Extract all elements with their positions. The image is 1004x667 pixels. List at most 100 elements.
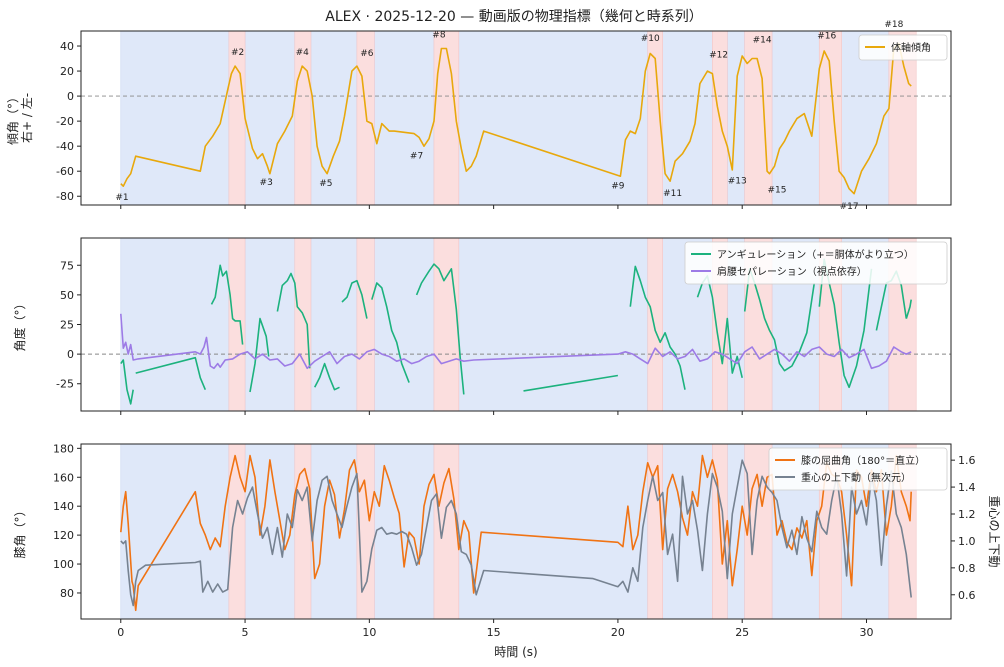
phase-region-red bbox=[647, 31, 663, 205]
chart-panels: #1 #2 #3 #4 #5 #6 #7 #8 #9 #10 #11 #12 #13 #14 #15 #16 #… bbox=[6, 20, 1001, 639]
series-line-2-1 bbox=[210, 264, 244, 345]
plot-frame bbox=[80, 30, 952, 206]
peak-annotation: #15 bbox=[768, 185, 787, 195]
phase-region-red bbox=[228, 238, 246, 411]
phase-region-red bbox=[744, 444, 773, 619]
x-tick-label: 10 bbox=[362, 626, 376, 639]
phase-region-blue bbox=[244, 238, 296, 411]
x-tick-label: 5 bbox=[242, 626, 249, 639]
y2-tick-label: 1.2 bbox=[958, 508, 976, 521]
peak-annotation: #18 bbox=[884, 20, 903, 30]
y-axis-label: 傾角（°） bbox=[6, 91, 20, 145]
phase-region-blue bbox=[120, 31, 230, 205]
phase-region-blue bbox=[244, 444, 296, 619]
y2-tick-label: 1.4 bbox=[958, 481, 976, 494]
y2-axis-label: 重心の上下動 bbox=[987, 495, 1001, 567]
legend-label: アンギュレーション（+＝胴体がより立つ） bbox=[717, 248, 914, 261]
phase-region-blue bbox=[120, 238, 230, 411]
phase-region-red bbox=[433, 31, 460, 205]
peak-annotation: #17 bbox=[840, 202, 859, 212]
legend-label: 肩腰セパレーション（視点依存） bbox=[717, 265, 867, 278]
y-tick-label: -60 bbox=[56, 165, 74, 178]
panel-1: #1 #2 #3 #4 #5 #6 #7 #8 #9 #10 #11 #12 #13 #14 #15 #16 #… bbox=[6, 20, 952, 212]
series-line-3-1 bbox=[120, 454, 912, 612]
series-line-2-1 bbox=[313, 362, 340, 391]
y2-tick-label: 0.6 bbox=[958, 589, 976, 602]
series-lines bbox=[120, 42, 912, 195]
x-tick-label: 15 bbox=[487, 626, 501, 639]
series-line-1-1 bbox=[120, 42, 912, 195]
panel-3: 0 5 10 15 20 25 30 80 100 120 140 160 180 0.6 0.8 1.0 1.… bbox=[13, 442, 1001, 639]
x-tick-label: 30 bbox=[859, 626, 873, 639]
x-tick-label: 20 bbox=[611, 626, 625, 639]
series-line-2-1 bbox=[629, 265, 686, 390]
y-tick-label: 0 bbox=[67, 90, 74, 103]
phase-region-red bbox=[356, 238, 375, 411]
phase-region-red bbox=[433, 238, 460, 411]
x-tick-label: 0 bbox=[117, 626, 124, 639]
peak-annotation: #4 bbox=[296, 48, 310, 58]
phase-region-red bbox=[744, 31, 773, 205]
y-tick-label: 120 bbox=[53, 529, 74, 542]
y-tick-label: 180 bbox=[53, 442, 74, 455]
y-tick-label: -40 bbox=[56, 140, 74, 153]
y-axis-label: 角度（°） bbox=[12, 297, 27, 351]
chart-title: ALEX · 2025-12-20 — 動画版の物理指標（幾何と時系列） bbox=[325, 9, 702, 25]
phase-region-blue bbox=[458, 31, 649, 205]
legend-box bbox=[768, 447, 948, 491]
legend: アンギュレーション（+＝胴体がより立つ） 肩腰セパレーション（視点依存） bbox=[684, 241, 948, 285]
phase-region-red bbox=[228, 444, 246, 619]
y-tick-label: -20 bbox=[56, 115, 74, 128]
y2-tick-label: 1.6 bbox=[958, 454, 976, 467]
y-tick-label: 75 bbox=[60, 259, 74, 272]
legend-label: 膝の屈曲角（180°＝直立） bbox=[801, 454, 925, 467]
legend-label: 重心の上下動（無次元） bbox=[801, 471, 911, 484]
y-axis-label: 膝角（°） bbox=[13, 504, 27, 558]
y2-tick-label: 0.8 bbox=[958, 562, 976, 575]
panel-2: -25 0 25 50 75 角度（°） アンギュレーション（+＝胴体がより立つ） 肩腰セパレ… bbox=[12, 237, 952, 415]
y-tick-label: 40 bbox=[60, 40, 74, 53]
y-tick-label: 20 bbox=[60, 65, 74, 78]
peak-annotation: #11 bbox=[663, 189, 682, 199]
legend-box bbox=[858, 34, 948, 61]
x-tick-label: 25 bbox=[735, 626, 749, 639]
y-axis-label: 右+ / 左- bbox=[19, 93, 34, 143]
peak-annotation: #2 bbox=[231, 48, 244, 58]
series-line-2-1 bbox=[276, 272, 311, 369]
series-line-2-1 bbox=[523, 374, 619, 392]
y-tick-label: 0 bbox=[67, 348, 74, 361]
phase-region-blue bbox=[374, 31, 435, 205]
series-lines bbox=[120, 454, 912, 612]
plot-frame bbox=[80, 443, 952, 620]
phase-region-blue bbox=[458, 444, 649, 619]
phase-region-blue bbox=[374, 238, 435, 411]
legend: 膝の屈曲角（180°＝直立） 重心の上下動（無次元） bbox=[768, 447, 948, 491]
phase-region-blue bbox=[310, 238, 358, 411]
shaded-regions bbox=[120, 31, 917, 205]
y-tick-label: 50 bbox=[60, 289, 74, 302]
peak-annotation: #13 bbox=[728, 177, 747, 187]
legend-label: 体軸傾角 bbox=[891, 41, 931, 54]
peak-annotation: #12 bbox=[709, 50, 728, 60]
peak-annotation: #1 bbox=[115, 193, 128, 203]
series-line-2-2 bbox=[120, 313, 912, 370]
legend: 体軸傾角 bbox=[858, 34, 948, 61]
phase-region-red bbox=[818, 31, 842, 205]
series-line-2-1 bbox=[249, 317, 270, 393]
phase-region-red bbox=[647, 238, 663, 411]
legend-box bbox=[684, 241, 948, 285]
phase-region-blue bbox=[310, 31, 358, 205]
peak-annotation: #5 bbox=[319, 179, 332, 189]
phase-region-blue bbox=[771, 31, 820, 205]
series-line-2-1 bbox=[120, 359, 134, 405]
peak-annotation: #8 bbox=[432, 30, 446, 40]
series-line-3-2 bbox=[120, 459, 912, 607]
y-tick-label: -25 bbox=[56, 378, 74, 391]
phase-region-blue bbox=[458, 238, 649, 411]
phase-region-red bbox=[294, 238, 312, 411]
peak-annotation: #3 bbox=[260, 178, 273, 188]
peak-annotation: #9 bbox=[611, 182, 625, 192]
peak-annotation: #6 bbox=[360, 49, 374, 59]
series-line-2-1 bbox=[905, 299, 912, 319]
